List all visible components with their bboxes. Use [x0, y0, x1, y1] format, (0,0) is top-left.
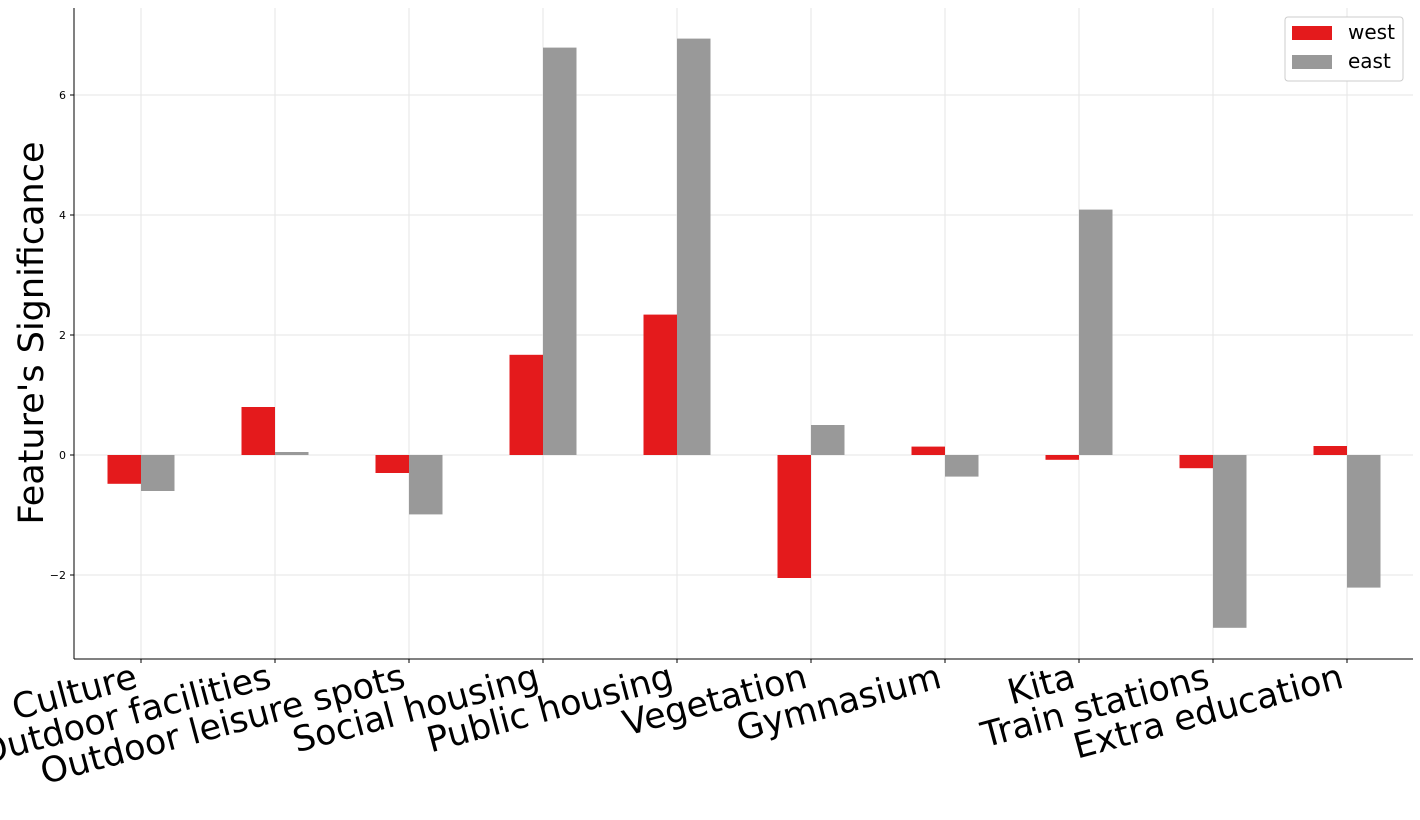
bar-east-1	[275, 452, 309, 455]
y-tick-label: 2	[59, 329, 66, 342]
legend-swatch-west	[1292, 26, 1332, 40]
bar-east-2	[409, 455, 443, 515]
bar-west-9	[1313, 446, 1347, 455]
bar-west-1	[241, 407, 275, 455]
y-tick-label: 0	[59, 449, 66, 462]
bar-east-5	[811, 425, 845, 455]
bars	[107, 38, 1381, 628]
bar-west-5	[777, 455, 811, 578]
legend-label-east: east	[1348, 49, 1391, 73]
bar-west-3	[509, 354, 543, 455]
y-tick-label: −2	[50, 569, 66, 582]
bar-east-3	[543, 47, 577, 455]
grid	[74, 8, 1413, 659]
y-axis-label: Feature's Significance	[12, 141, 52, 524]
bar-west-2	[375, 455, 409, 473]
y-ticks: −2 0 2 4 6	[50, 89, 74, 582]
bar-west-6	[911, 446, 945, 455]
legend-swatch-east	[1292, 55, 1332, 69]
bar-west-8	[1179, 455, 1213, 469]
bar-east-7	[1079, 209, 1113, 455]
y-tick-label: 6	[59, 89, 66, 102]
bar-east-4	[677, 38, 711, 455]
bar-east-0	[141, 455, 175, 491]
axes	[73, 8, 1413, 660]
legend-label-west: west	[1348, 20, 1395, 44]
legend: west east	[1284, 16, 1404, 82]
bar-west-4	[643, 314, 677, 455]
y-tick-label: 4	[59, 209, 66, 222]
bar-west-0	[107, 455, 141, 484]
bar-west-7	[1045, 455, 1079, 460]
bar-east-9	[1347, 455, 1381, 588]
bar-east-6	[945, 455, 979, 477]
bar-east-8	[1213, 455, 1247, 628]
